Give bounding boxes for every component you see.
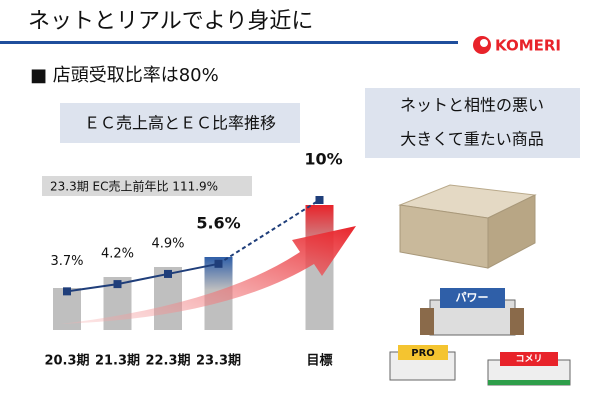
line-solid <box>66 262 219 293</box>
title: ネットとリアルでより身近に <box>28 9 313 34</box>
line-dashed <box>217 199 321 265</box>
data-label: 4.2% <box>101 247 134 262</box>
store-illustration: パワー PRO コメリ <box>389 288 571 386</box>
line-point <box>63 287 71 296</box>
line-point <box>164 269 172 278</box>
x-tick-label: 21.3期 <box>95 354 140 369</box>
ratio-line: 3.7% 4.2% 4.9% 5.6% 10% <box>50 150 343 296</box>
logo-mark-inner <box>480 39 488 47</box>
data-label: 5.6% <box>196 213 240 232</box>
growth-arrow <box>60 226 356 324</box>
point: ■ 店頭受取比率は80% <box>30 65 219 86</box>
note-box <box>42 176 252 196</box>
x-tick-label: 目標 <box>306 353 332 369</box>
data-label: 10% <box>304 150 342 169</box>
chart-title-box <box>60 103 300 143</box>
line-point <box>315 196 324 204</box>
side-line: ネットと相性の悪い <box>400 96 544 115</box>
line-point <box>113 280 122 289</box>
x-tick-label: 22.3期 <box>145 354 190 369</box>
store-label: PRO <box>411 348 435 359</box>
line-point <box>214 259 223 268</box>
x-tick-label: 20.3期 <box>44 354 89 369</box>
store-label: パワー <box>456 291 489 304</box>
note: 23.3期 EC売上前年比 111.9% <box>50 179 218 194</box>
chart-title: ＥＣ売上高とＥＣ比率推移 <box>84 114 276 133</box>
logo: KOMERI <box>495 37 561 55</box>
data-label: 3.7% <box>50 254 83 269</box>
product-illustration <box>398 184 537 269</box>
side-line: 大きくて重たい商品 <box>400 130 544 149</box>
title-rule <box>0 41 458 44</box>
side-box <box>365 88 580 158</box>
store-label: コメリ <box>515 354 542 365</box>
x-tick-label: 23.3期 <box>196 354 241 369</box>
data-label: 4.9% <box>151 236 184 251</box>
